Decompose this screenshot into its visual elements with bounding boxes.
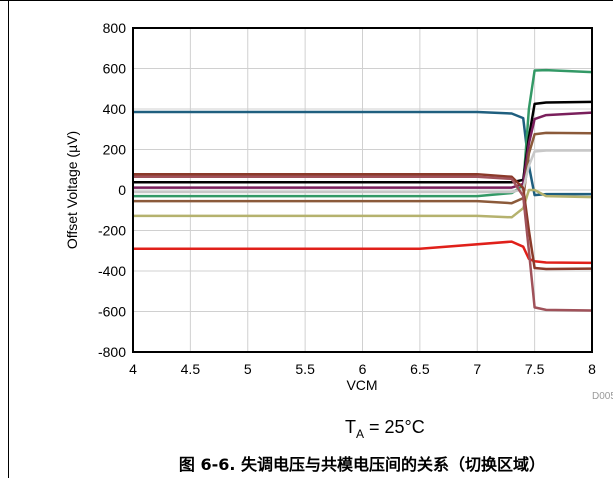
x-tick-label: 6 bbox=[359, 361, 367, 377]
y-tick-label: 400 bbox=[103, 101, 127, 117]
series-line-10 bbox=[133, 175, 593, 312]
y-tick-label: -800 bbox=[98, 344, 126, 360]
chart-id: D005 bbox=[592, 391, 613, 402]
condition-label: TA = 25°C bbox=[345, 417, 425, 441]
x-tick-label: 6.5 bbox=[410, 361, 430, 377]
x-axis-label: VCM bbox=[346, 377, 377, 393]
x-tick-label: 5.5 bbox=[295, 361, 315, 377]
y-tick-label: 800 bbox=[103, 20, 127, 36]
x-tick-label: 8 bbox=[588, 361, 596, 377]
x-tick-label: 5 bbox=[244, 361, 252, 377]
series-line-4 bbox=[133, 111, 593, 189]
x-tick-label: 4.5 bbox=[181, 361, 201, 377]
y-tick-label: -200 bbox=[98, 223, 126, 239]
x-tick-label: 7.5 bbox=[525, 361, 545, 377]
x-tick-labels: 4 4.5 5 5.5 6 6.5 7 7.5 8 bbox=[129, 361, 596, 377]
y-tick-labels: 800 600 400 200 0 -200 -400 -600 -800 bbox=[98, 20, 126, 360]
x-tick-label: 4 bbox=[129, 361, 137, 377]
plot-area bbox=[132, 27, 593, 353]
x-tick-label: 7 bbox=[473, 361, 481, 377]
y-tick-label: -400 bbox=[98, 263, 126, 279]
figure-caption: 图 6-6. 失调电压与共模电压间的关系（切换区域） bbox=[179, 455, 545, 474]
y-tick-label: -600 bbox=[98, 304, 126, 320]
y-axis-label: Offset Voltage (µV) bbox=[64, 131, 80, 249]
series-line-2 bbox=[133, 68, 593, 198]
series-group bbox=[133, 68, 593, 312]
series-line-8 bbox=[133, 240, 593, 265]
y-tick-label: 600 bbox=[103, 61, 127, 77]
series-line-7 bbox=[133, 188, 593, 219]
series-line-6 bbox=[133, 149, 592, 194]
y-tick-label: 0 bbox=[118, 182, 126, 198]
series-line-9 bbox=[133, 172, 593, 271]
y-tick-label: 200 bbox=[103, 142, 127, 158]
